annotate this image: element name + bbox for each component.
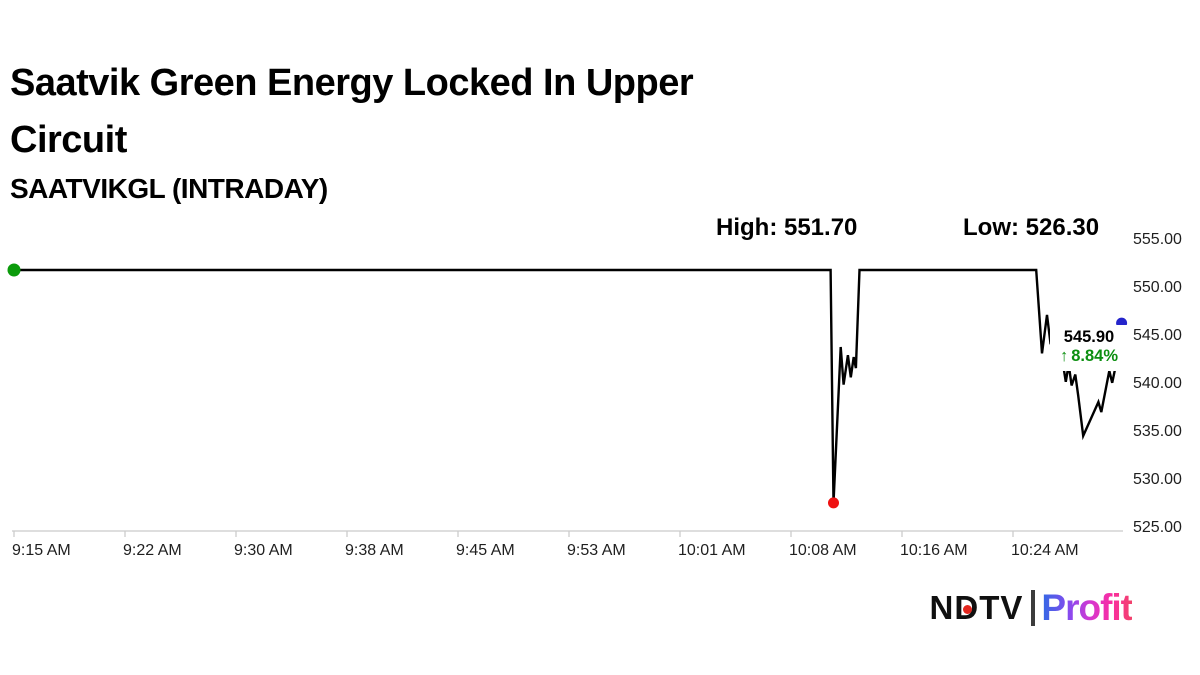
x-axis-tick-label: 9:30 AM bbox=[234, 542, 293, 559]
price-line bbox=[14, 268, 1123, 503]
x-axis-tick-label: 9:15 AM bbox=[12, 542, 71, 559]
profit-wordmark: Profit bbox=[1041, 587, 1133, 628]
x-axis-tick-label: 10:08 AM bbox=[789, 542, 857, 559]
page-title-line-1: Saatvik Green Energy Locked In Upper bbox=[10, 62, 694, 104]
change-percent: 8.84% bbox=[1071, 347, 1119, 365]
x-axis-tick-label: 10:16 AM bbox=[900, 542, 968, 559]
y-axis-tick-label: 545.00 bbox=[1133, 327, 1182, 344]
x-axis-tick-label: 9:22 AM bbox=[123, 542, 182, 559]
x-axis-tick-label: 10:01 AM bbox=[678, 542, 746, 559]
up-arrow-icon: ↑ bbox=[1059, 347, 1069, 365]
last-price-value: 545.90 bbox=[1063, 328, 1115, 346]
ndtv-profit-logo: NDTV Profit bbox=[929, 586, 1133, 630]
page-title: Saatvik Green Energy Locked In Upper Cir… bbox=[10, 55, 830, 169]
low-annotation: Low: 526.30 bbox=[963, 214, 1100, 241]
y-axis-tick-label: 535.00 bbox=[1133, 423, 1182, 440]
high-annotation: High: 551.70 bbox=[716, 214, 858, 241]
y-axis-tick-label: 555.00 bbox=[1133, 231, 1182, 248]
page-title-line-2: Circuit bbox=[10, 119, 127, 161]
session-open-dot bbox=[7, 263, 21, 277]
y-axis-tick-label: 530.00 bbox=[1133, 471, 1182, 488]
logo-divider bbox=[1031, 590, 1036, 626]
y-axis-tick-label: 525.00 bbox=[1133, 519, 1182, 536]
x-axis-tick-label: 9:38 AM bbox=[345, 542, 404, 559]
session-low-dot bbox=[828, 497, 839, 509]
last-price-label: 545.90 ↑ 8.84% bbox=[1050, 325, 1128, 371]
ndtv-wordmark: NDTV bbox=[929, 589, 1024, 626]
x-axis-tick-label: 9:45 AM bbox=[456, 542, 515, 559]
chart-subtitle: SAATVIKGL (INTRADAY) bbox=[10, 173, 328, 204]
x-axis-tick-label: 9:53 AM bbox=[567, 542, 626, 559]
last-price-change: ↑ 8.84% bbox=[1050, 347, 1128, 366]
y-axis-tick-label: 540.00 bbox=[1133, 375, 1182, 392]
ndtv-red-dot-icon bbox=[962, 605, 972, 614]
x-axis-tick-label: 10:24 AM bbox=[1011, 542, 1079, 559]
y-axis-tick-label: 550.00 bbox=[1133, 279, 1182, 296]
